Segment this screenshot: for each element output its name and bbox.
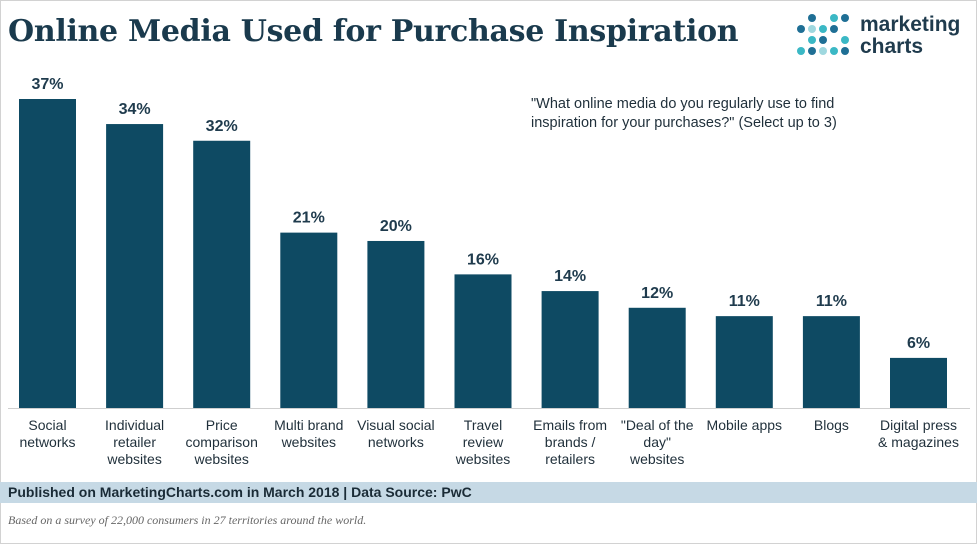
logo-dot [830,14,838,22]
marketingcharts-logo-icon [797,14,849,55]
bar-chart: 37% Social networks 34% Individual retailer we… [8,76,970,467]
bar [890,357,947,408]
category-label: Blogs [814,417,849,433]
bar [628,307,686,408]
category-label: Digital press & magazines [878,417,959,450]
data-label: 32% [206,118,238,135]
category-label: Multi brand websites [274,417,343,450]
survey-question: "What online media do you regularly use … [531,96,837,131]
logo-dot [808,25,816,33]
data-label: 6% [907,335,930,352]
data-label: 34% [119,101,151,118]
bar [19,99,76,408]
logo-dot [808,47,816,55]
logo-dot [841,36,849,44]
logo-dot [819,36,827,44]
bar [802,316,860,408]
data-label: 37% [31,76,63,93]
logo-dot [830,25,838,33]
category-label: Emails from brands / retailers [533,417,607,467]
category-label: Individual retailer websites [105,417,164,467]
category-label: Visual social networks [357,417,435,450]
data-label: 14% [554,268,586,285]
logo-dot [830,47,838,55]
logo-dot [819,25,827,33]
footnote: Based on a survey of 22,000 consumers in… [8,513,367,527]
data-label: 11% [729,293,760,310]
logo-dot [819,47,827,55]
logo-text-line2: charts [860,35,924,58]
category-label: Mobile apps [707,417,783,433]
data-label: 20% [380,218,412,235]
bar [367,240,425,408]
logo-dot [841,14,849,22]
logo-dot [841,47,849,55]
bar [280,232,338,408]
bar [541,291,599,408]
data-label: 21% [293,210,325,227]
data-label: 16% [467,251,499,268]
bar [193,140,251,408]
logo-text-line1: marketing [860,13,961,36]
logo-dot [797,47,805,55]
data-label: 11% [816,293,847,310]
bar [715,316,773,408]
category-label: Price comparison websites [186,417,258,467]
category-label: Social networks [19,417,75,450]
bar [106,124,164,409]
page-title: Online Media Used for Purchase Inspirati… [8,14,739,49]
category-label: "Deal of the day" websites [621,417,694,467]
category-label: Travel review websites [455,417,510,467]
source-bar: Published on MarketingCharts.com in Marc… [0,482,977,503]
logo-dot [797,25,805,33]
logo-dot [808,14,816,22]
bar [454,274,512,408]
data-label: 12% [641,285,673,302]
logo-dot [808,36,816,44]
